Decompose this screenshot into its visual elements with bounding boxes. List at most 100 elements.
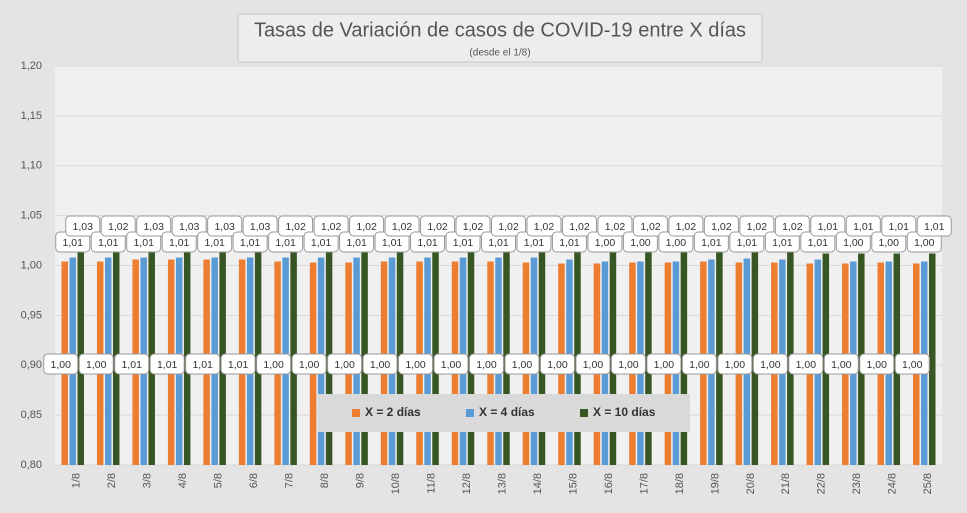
data-label: 1,02 [420, 215, 456, 237]
legend-swatch [466, 409, 474, 417]
data-label-box [646, 353, 682, 375]
data-label-text: 1,01 [98, 237, 119, 249]
data-label-box [752, 353, 788, 375]
data-label: 1,03 [136, 215, 172, 237]
data-label-text: 1,00 [263, 359, 284, 371]
data-label: 1,00 [681, 353, 717, 375]
data-label-text: 1,00 [618, 359, 639, 371]
data-label-box [171, 215, 207, 237]
data-label-text: 1,01 [240, 237, 261, 249]
legend-box [318, 394, 690, 432]
x-tick-label: 3/8 [142, 473, 154, 488]
data-label-text: 1,00 [760, 359, 781, 371]
data-label: 1,00 [256, 353, 292, 375]
data-label-box [220, 353, 256, 375]
data-label: 1,00 [646, 353, 682, 375]
data-label-text: 1,01 [157, 359, 178, 371]
bar [183, 239, 191, 465]
data-label-box [739, 215, 775, 237]
data-label: 1,00 [752, 353, 788, 375]
data-label: 1,00 [717, 353, 753, 375]
data-label-text: 1,01 [169, 237, 190, 249]
bar [929, 253, 936, 465]
data-label: 1,02 [526, 215, 562, 237]
data-label-text: 1,01 [701, 237, 722, 249]
x-tick-label: 7/8 [284, 473, 296, 488]
x-tick-label: 19/8 [709, 473, 721, 494]
data-label: 1,01 [220, 353, 256, 375]
y-tick-label: 0,85 [21, 409, 42, 421]
data-label-text: 1,02 [534, 221, 555, 233]
data-label-box [597, 215, 633, 237]
data-label: 1,02 [597, 215, 633, 237]
data-label-text: 1,02 [321, 221, 342, 233]
data-label-text: 1,01 [346, 237, 367, 249]
data-label-box [384, 215, 420, 237]
data-label-box [610, 353, 646, 375]
data-label: 1,00 [362, 353, 398, 375]
data-label-box [575, 353, 611, 375]
x-tick-label: 16/8 [603, 473, 615, 494]
data-label-text: 1,01 [417, 237, 438, 249]
data-label: 1,02 [668, 215, 704, 237]
data-label-text: 1,02 [285, 221, 306, 233]
data-label-text: 1,03 [250, 221, 271, 233]
data-label-text: 1,00 [583, 359, 604, 371]
data-label-text: 1,01 [133, 237, 154, 249]
data-label-text: 1,00 [666, 237, 687, 249]
data-label-box [632, 215, 668, 237]
data-label-text: 1,03 [214, 221, 235, 233]
data-label: 1,03 [171, 215, 207, 237]
data-label: 1,00 [43, 353, 79, 375]
data-label-box [65, 215, 101, 237]
data-label-text: 1,02 [747, 221, 768, 233]
data-label-text: 1,02 [108, 221, 129, 233]
data-label-text: 1,02 [711, 221, 732, 233]
x-tick-label: 1/8 [71, 473, 83, 488]
x-tick-label: 17/8 [638, 473, 650, 494]
data-label: 1,00 [906, 231, 942, 253]
data-label-text: 1,01 [772, 237, 793, 249]
data-label: 1,01 [810, 215, 846, 237]
chart-title: Tasas de Variación de casos de COVID-19 … [254, 19, 746, 41]
data-label-text: 1,01 [311, 237, 332, 249]
data-label: 1,00 [835, 231, 871, 253]
data-label-box [433, 353, 469, 375]
data-label: 1,01 [303, 231, 339, 253]
x-tick-label: 8/8 [319, 473, 331, 488]
data-label: 1,01 [149, 353, 185, 375]
data-label: 1,00 [788, 353, 824, 375]
data-label: 1,02 [313, 215, 349, 237]
data-label: 1,00 [78, 353, 114, 375]
data-label-box [349, 215, 385, 237]
data-label: 1,01 [916, 215, 952, 237]
data-label-text: 1,00 [547, 359, 568, 371]
data-label: 1,02 [349, 215, 385, 237]
data-label-text: 1,01 [488, 237, 509, 249]
data-label-box [845, 215, 881, 237]
y-tick-label: 1,15 [21, 110, 42, 122]
data-label-text: 1,00 [867, 359, 888, 371]
x-tick-label: 11/8 [425, 473, 437, 494]
data-label: 1,03 [207, 215, 243, 237]
x-tick-label: 13/8 [496, 473, 508, 494]
y-tick-label: 1,20 [21, 60, 42, 72]
data-label-text: 1,02 [392, 221, 413, 233]
x-tick-label: 15/8 [567, 473, 579, 494]
data-label-box [455, 215, 491, 237]
data-label-text: 1,00 [405, 359, 426, 371]
y-tick-label: 1,00 [21, 259, 42, 271]
legend-swatch [352, 409, 360, 417]
data-label: 1,00 [327, 353, 363, 375]
x-tick-label: 6/8 [248, 473, 260, 488]
data-label: 1,01 [729, 231, 765, 253]
data-label: 1,01 [185, 353, 221, 375]
y-tick-label: 1,10 [21, 160, 42, 172]
data-label-box [78, 353, 114, 375]
data-label-text: 1,02 [498, 221, 519, 233]
data-label-box [504, 353, 540, 375]
data-label-text: 1,02 [782, 221, 803, 233]
data-label: 1,01 [445, 231, 481, 253]
data-label-box [491, 215, 526, 237]
data-label: 1,01 [197, 231, 233, 253]
